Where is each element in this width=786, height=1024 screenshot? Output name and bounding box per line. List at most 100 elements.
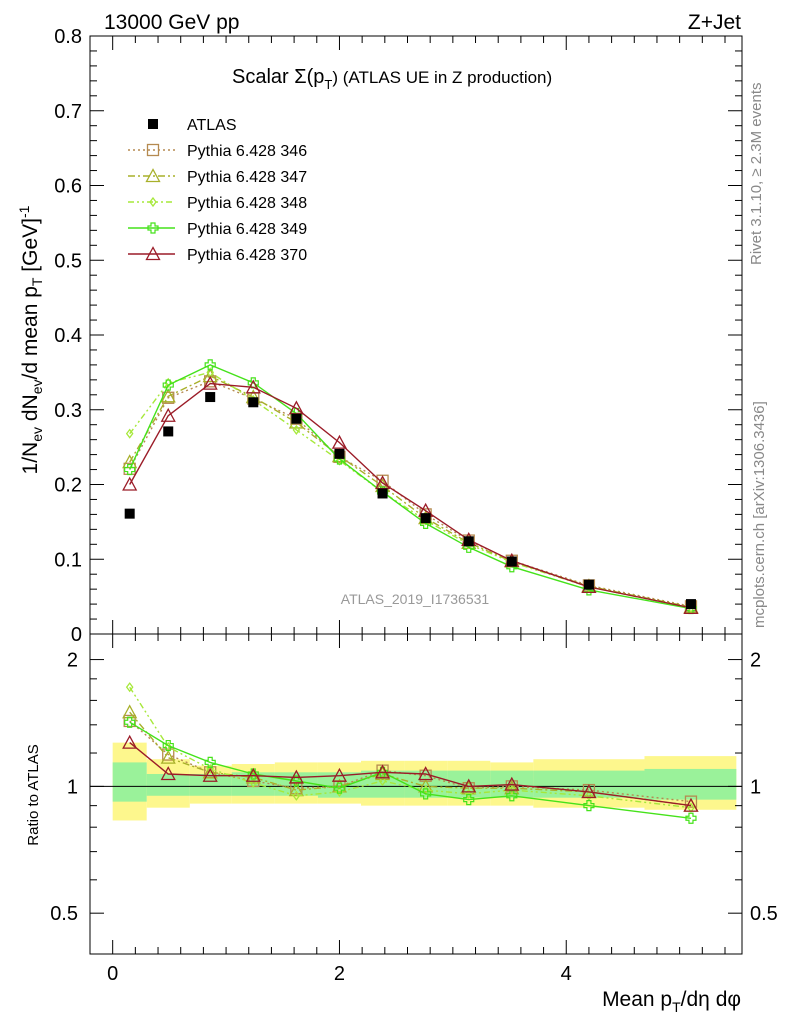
ratio-band-green	[112, 762, 147, 802]
ratio-point	[245, 769, 261, 784]
ratio-series-pythia-6428-349	[124, 716, 697, 824]
ratio-point	[508, 784, 516, 796]
ratio-point	[418, 766, 434, 781]
data-point	[163, 426, 174, 437]
data-point	[334, 448, 345, 459]
ratio-point	[288, 769, 304, 784]
legend-marker	[145, 246, 161, 261]
legend-label: Pythia 6.428 349	[187, 221, 307, 238]
ratio-line	[129, 686, 692, 809]
ratio-point	[506, 790, 518, 802]
data-point	[377, 488, 388, 499]
ratio-band-green	[644, 768, 737, 800]
ratio-point	[684, 795, 698, 808]
series-point	[204, 359, 216, 371]
series-point	[162, 379, 174, 391]
series-point	[202, 375, 218, 390]
ratio-point	[463, 794, 475, 806]
mcplots-label: mcplots.cern.ch [arXiv:1306.3436]	[751, 401, 768, 628]
series-point	[125, 428, 134, 439]
ratio-tick-label-right: 0.5	[750, 903, 778, 925]
legend-entry: Pythia 6.428 347	[128, 168, 307, 186]
ratio-tick-label: 2	[67, 650, 78, 672]
series-pythia-6428-348	[125, 367, 695, 613]
ratio-point	[162, 739, 174, 752]
ratio-point	[160, 749, 176, 764]
ratio-point	[585, 790, 593, 801]
series-point	[331, 434, 348, 449]
ratio-band-green	[146, 773, 190, 796]
data-point	[291, 413, 302, 424]
x-tick-label: 4	[561, 963, 572, 985]
ratio-uncertainty-bands	[90, 742, 742, 821]
y-tick-label: 0	[71, 624, 82, 646]
y-tick-label: 0.4	[54, 325, 82, 347]
ratio-point	[288, 782, 304, 797]
ratio-point	[245, 767, 261, 782]
main-ticks: 0 0.1 0.2 0.3 0.4 0.5 0.6 0.7 0.8	[54, 26, 742, 646]
ratio-point	[124, 716, 136, 728]
legend-marker	[147, 222, 159, 234]
ratio-point	[202, 764, 218, 779]
ratio-tick-label: 0.5	[50, 903, 78, 925]
ratio-point	[683, 797, 699, 812]
series-atlas-data	[124, 392, 696, 610]
data-point	[420, 513, 431, 524]
legend-entry: Pythia 6.428 348	[128, 195, 307, 212]
series-point	[202, 368, 218, 383]
ratio-point	[374, 764, 391, 779]
analysis-watermark: ATLAS_2019_I1736531	[341, 591, 490, 607]
legend: ATLAS Pythia 6.428 346 Pythia 6.428 347 Pyt…	[128, 117, 307, 264]
ratio-tick-label: 1	[67, 776, 78, 798]
data-point	[248, 397, 259, 408]
legend-marker	[145, 168, 161, 183]
ratio-y-axis-label: Ratio to ATLAS	[25, 744, 42, 845]
ratio-point	[292, 790, 301, 801]
ratio-point	[420, 788, 432, 800]
series-point	[124, 463, 136, 476]
legend-entry-atlas: ATLAS	[148, 117, 237, 134]
data-point	[124, 508, 135, 519]
ratio-point	[685, 812, 697, 824]
ratio-point	[331, 767, 348, 782]
ratio-point	[583, 800, 595, 812]
legend-marker	[149, 196, 157, 208]
series-point	[160, 407, 176, 422]
ratio-point	[204, 756, 216, 769]
series-pythia-6428-347	[122, 368, 699, 614]
x-tick-label: 2	[334, 963, 345, 985]
y-tick-label: 0.1	[54, 549, 82, 571]
y-tick-label: 0.3	[54, 400, 82, 422]
ratio-plot-frame	[89, 633, 743, 955]
legend-label: Pythia 6.428 346	[187, 143, 307, 160]
legend-label: Pythia 6.428 347	[187, 169, 307, 186]
ratio-point	[125, 682, 134, 693]
ratio-line	[129, 721, 692, 819]
chart-title: Scalar Σ(pT) (ATLAS UE in Z production)	[232, 66, 552, 92]
series-line	[129, 375, 692, 608]
ratio-point	[504, 776, 520, 791]
ratio-tick-label-right: 1	[750, 776, 761, 798]
header-collision-label: 13000 GeV pp	[104, 11, 239, 34]
ratio-point	[461, 778, 477, 793]
legend-entry: Pythia 6.428 349	[128, 221, 307, 238]
legend-marker	[146, 143, 160, 157]
ratio-line	[129, 720, 692, 803]
series-pythia-6428-370	[122, 375, 699, 614]
legend-label: ATLAS	[187, 117, 237, 134]
ratio-ticks: 0.5 0.5 1 1 2 2 0 2 4	[50, 634, 778, 985]
series-point	[245, 379, 261, 394]
ratio-point	[378, 775, 387, 787]
data-point	[685, 599, 696, 610]
data-point	[205, 392, 216, 403]
series-pythia-6428-346	[123, 375, 698, 613]
series-line	[129, 371, 692, 609]
data-point	[583, 579, 594, 590]
rivet-version-label: Rivet 3.1.10, ≥ 2.3M events	[748, 83, 765, 266]
series-point	[160, 388, 176, 403]
data-point	[506, 556, 517, 567]
header-process-label: Z+Jet	[688, 11, 741, 34]
x-axis-label: Mean pT/dη dφ	[602, 988, 741, 1015]
y-tick-label: 0.2	[54, 475, 82, 497]
